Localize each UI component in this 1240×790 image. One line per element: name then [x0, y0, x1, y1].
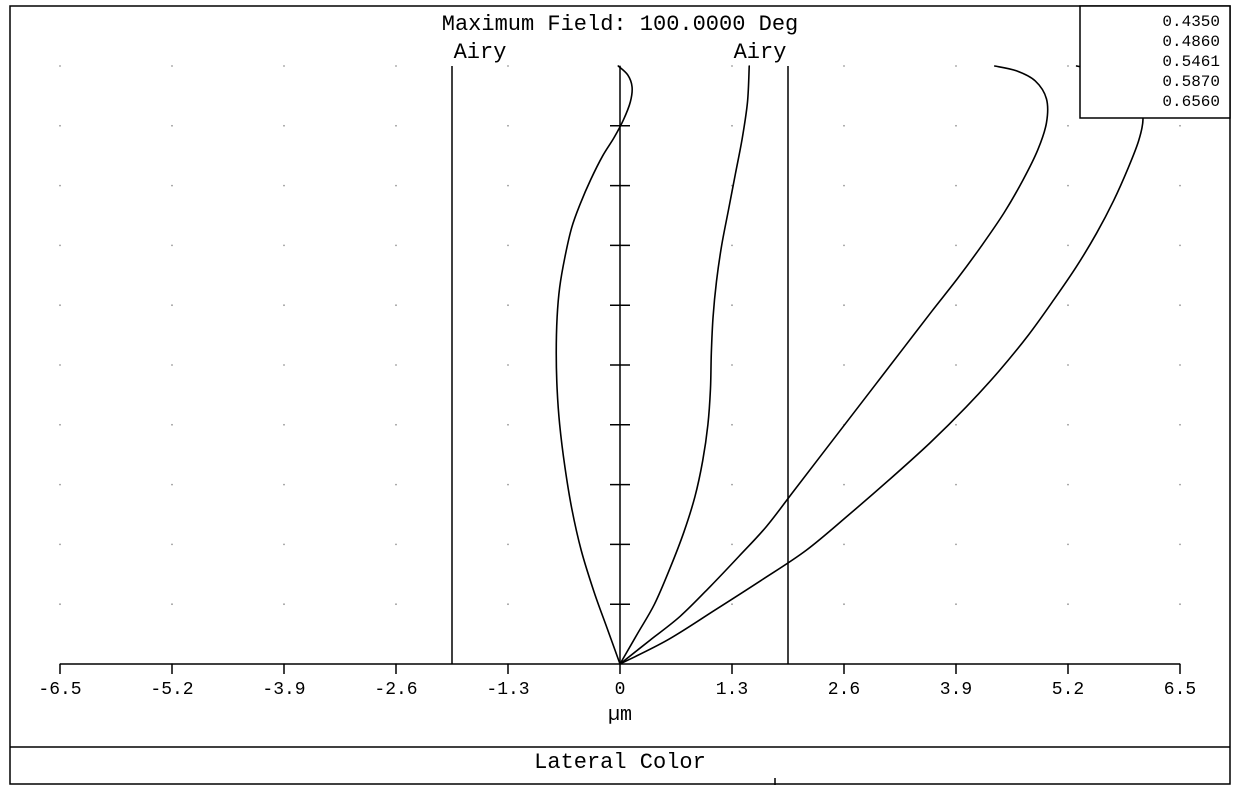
- x-tick-label: -6.5: [38, 680, 81, 700]
- legend-item: 0.5461: [1162, 53, 1220, 71]
- legend-item: 0.4350: [1162, 13, 1220, 31]
- x-axis-label: µm: [608, 704, 632, 727]
- x-tick-label: -5.2: [150, 680, 193, 700]
- x-tick-label: 0: [615, 680, 626, 700]
- legend-item: 0.4860: [1162, 33, 1220, 51]
- x-tick-label: 6.5: [1164, 680, 1196, 700]
- x-tick-label: 2.6: [828, 680, 860, 700]
- chart-svg: Maximum Field: 100.0000 Deg Airy Airy -6.5 -…: [0, 0, 1240, 790]
- legend-item: 0.5870: [1162, 73, 1220, 91]
- x-tick-label: 5.2: [1052, 680, 1084, 700]
- footer-title: Lateral Color: [534, 750, 706, 775]
- airy-label-left: Airy: [454, 40, 507, 65]
- x-tick-label: 1.3: [716, 680, 748, 700]
- x-tick-label: 3.9: [940, 680, 972, 700]
- airy-label-right: Airy: [734, 40, 787, 65]
- x-tick-label: -2.6: [374, 680, 417, 700]
- chart-title: Maximum Field: 100.0000 Deg: [442, 12, 798, 37]
- legend-item: 0.6560: [1162, 93, 1220, 111]
- chart-container: Maximum Field: 100.0000 Deg Airy Airy -6.5 -…: [0, 0, 1240, 790]
- x-tick-label: -3.9: [262, 680, 305, 700]
- x-tick-label: -1.3: [486, 680, 529, 700]
